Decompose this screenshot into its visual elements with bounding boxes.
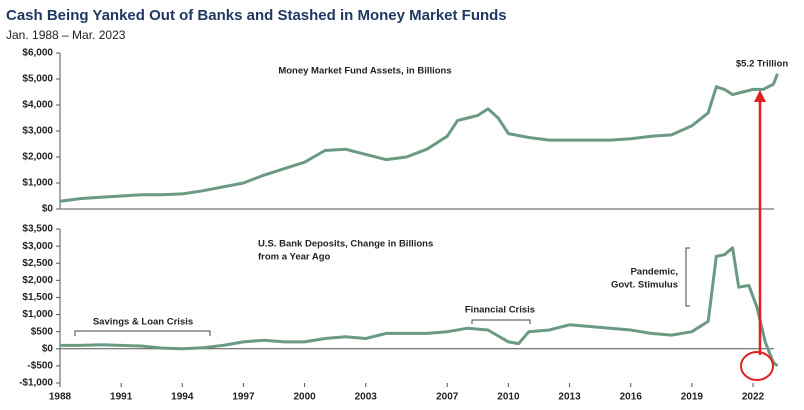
annotation: $5.2 Trillion xyxy=(736,59,788,70)
chart-title: Cash Being Yanked Out of Banks and Stash… xyxy=(6,7,507,24)
y-tick-label: $3,000 xyxy=(22,126,53,137)
y-tick-label: -$500 xyxy=(27,361,53,372)
y-tick-label: $1,000 xyxy=(22,178,53,189)
y-tick-label: $6,000 xyxy=(22,48,53,59)
panel-label: from a Year Ago xyxy=(258,252,331,263)
x-tick-label: 2010 xyxy=(497,392,520,403)
x-tick-label: 2022 xyxy=(742,392,765,403)
x-tick-label: 1991 xyxy=(110,392,133,403)
bracket xyxy=(471,319,531,324)
x-tick-label: 2016 xyxy=(620,392,643,403)
y-tick-label: $4,000 xyxy=(22,100,53,111)
y-tick-label: $0 xyxy=(42,204,54,215)
y-tick-label: $1,000 xyxy=(22,309,53,320)
y-tick-label: $500 xyxy=(31,326,54,337)
plots: $0 $1,000 $2,000 $3,000 $4,000 $5,000 $6,000 -$… xyxy=(19,48,779,403)
y-tick-label: $0 xyxy=(42,343,54,354)
annotation: Financial Crisis xyxy=(465,305,535,316)
x-tick-label: 2003 xyxy=(355,392,378,403)
annotation: Pandemic, xyxy=(630,267,678,278)
chart-subtitle: Jan. 1988 – Mar. 2023 xyxy=(6,28,126,42)
data-line xyxy=(59,73,779,203)
y-tick-label: $2,000 xyxy=(22,152,53,163)
x-tick-label: 2000 xyxy=(293,392,316,403)
arrow-head xyxy=(754,90,766,102)
annotation: Govt. Stimulus xyxy=(611,280,678,291)
y-tick-label: $2,000 xyxy=(22,275,53,286)
y-tick-label: $5,000 xyxy=(22,74,53,85)
data-line xyxy=(60,246,779,368)
x-tick-label: 2019 xyxy=(681,392,704,403)
y-tick-label: $3,000 xyxy=(22,241,53,252)
y-tick-label: -$1,000 xyxy=(19,378,53,389)
panel-label: Money Market Fund Assets, in Billions xyxy=(278,66,451,77)
bracket xyxy=(74,330,211,336)
x-tick-label: 2007 xyxy=(436,392,459,403)
annotation: Savings & Loan Crisis xyxy=(93,317,193,328)
x-tick-label: 1994 xyxy=(171,392,194,403)
x-tick-label: 1988 xyxy=(49,392,72,403)
y-tick-label: $2,500 xyxy=(22,258,53,269)
y-tick-label: $1,500 xyxy=(22,292,53,303)
y-tick-label: $3,500 xyxy=(22,224,53,235)
highlight-circle xyxy=(740,351,774,381)
x-tick-label: 1997 xyxy=(232,392,255,403)
x-tick-label: 2013 xyxy=(558,392,581,403)
bracket xyxy=(685,247,690,307)
panel-label: U.S. Bank Deposits, Change in Billions xyxy=(258,239,433,250)
